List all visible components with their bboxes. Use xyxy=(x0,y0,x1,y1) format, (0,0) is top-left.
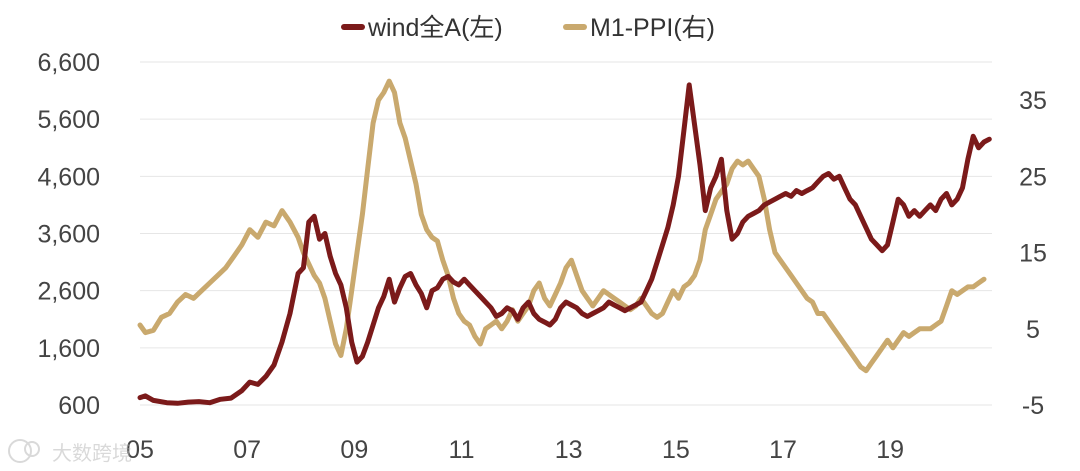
right-tick-label: 35 xyxy=(1019,87,1047,115)
left-tick-label: 2,600 xyxy=(37,278,100,306)
right-tick-label: 15 xyxy=(1019,240,1047,268)
watermark-logo-icon xyxy=(8,439,32,463)
legend-label-wind: wind全A(左) xyxy=(367,14,503,42)
x-tick-label: 07 xyxy=(233,436,261,464)
left-tick-label: 600 xyxy=(58,392,100,420)
x-tick-label: 19 xyxy=(876,436,904,464)
left-tick-label: 6,600 xyxy=(37,49,100,77)
legend-label-m1ppi: M1-PPI(右) xyxy=(590,14,715,42)
x-tick-label: 15 xyxy=(662,436,690,464)
right-y-axis: -5 5 15 25 35 xyxy=(1019,87,1047,420)
left-tick-label: 5,600 xyxy=(37,106,100,134)
watermark-text: 大数跨境 xyxy=(52,442,132,465)
x-tick-label: 13 xyxy=(555,436,583,464)
series-layer xyxy=(137,78,992,406)
right-tick-label: 5 xyxy=(1026,316,1040,344)
right-tick-label: 25 xyxy=(1019,163,1047,191)
x-tick-label: 05 xyxy=(126,436,154,464)
left-y-axis: 600 1,600 2,600 3,600 4,600 5,600 6,600 xyxy=(37,49,100,420)
x-tick-label: 17 xyxy=(769,436,797,464)
series-line-wind xyxy=(137,82,992,406)
x-tick-label: 11 xyxy=(449,436,475,464)
x-tick-label: 09 xyxy=(340,436,368,464)
x-axis: 05 07 09 11 13 15 17 19 xyxy=(126,436,904,464)
left-tick-label: 4,600 xyxy=(37,163,100,191)
gridlines xyxy=(140,61,992,406)
watermark: 大数跨境 xyxy=(8,439,132,465)
left-tick-label: 3,600 xyxy=(37,221,100,249)
left-tick-label: 1,600 xyxy=(37,335,100,363)
series-line-m1ppi xyxy=(137,78,987,374)
legend: wind全A(左) M1-PPI(右) xyxy=(341,14,715,42)
right-tick-label: -5 xyxy=(1022,392,1044,420)
